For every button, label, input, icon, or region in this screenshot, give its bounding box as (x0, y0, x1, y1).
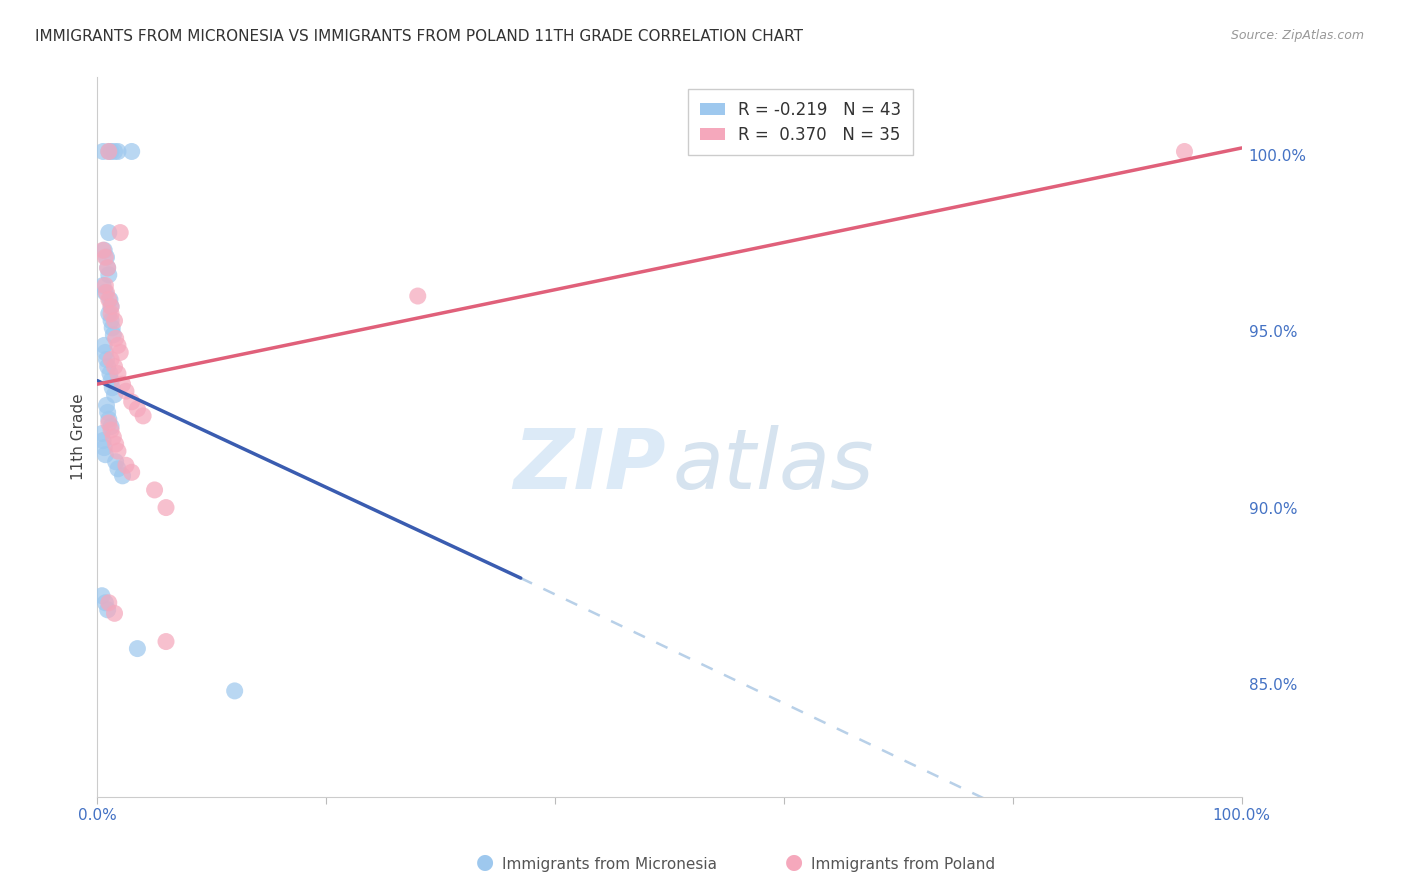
Point (97, 260, 120, 275)
Point (97, 603, 120, 617)
Point (1173, 145, 1195, 159)
Point (143, 483, 166, 497)
Text: Source: ZipAtlas.com: Source: ZipAtlas.com (1230, 29, 1364, 42)
Point (103, 327, 125, 342)
Point (103, 314, 125, 328)
Point (96, 285, 118, 300)
Point (100, 300, 122, 314)
Text: ZIP: ZIP (513, 425, 666, 507)
Point (224, 684, 246, 698)
Point (110, 345, 132, 359)
Point (103, 359, 125, 374)
Text: ●: ● (786, 853, 803, 872)
Point (111, 377, 134, 392)
Point (91, 278, 114, 293)
Point (97, 359, 120, 374)
Point (101, 320, 124, 334)
Point (104, 331, 127, 345)
Point (97, 307, 120, 321)
Point (97, 226, 120, 240)
Point (100, 300, 122, 314)
Point (132, 409, 155, 423)
Point (100, 314, 122, 328)
Point (96, 250, 118, 264)
Point (97, 260, 120, 275)
Point (104, 437, 127, 451)
Point (93, 441, 115, 455)
Point (103, 430, 125, 444)
Point (97, 145, 120, 159)
Text: ●: ● (477, 853, 494, 872)
Point (94, 596, 117, 610)
Point (100, 352, 122, 367)
Point (97, 416, 120, 430)
Point (100, 419, 122, 434)
Point (107, 444, 129, 458)
Point (107, 338, 129, 352)
Point (115, 458, 138, 473)
Point (406, 289, 429, 303)
Point (107, 145, 129, 159)
Point (93, 243, 115, 257)
Point (111, 468, 134, 483)
Point (100, 374, 122, 388)
Point (93, 338, 115, 352)
Point (103, 388, 125, 402)
Point (91, 243, 114, 257)
Point (91, 434, 114, 448)
Point (103, 145, 125, 159)
Point (127, 401, 149, 416)
Point (94, 250, 117, 264)
Point (107, 462, 129, 476)
Point (155, 634, 177, 648)
Point (94, 278, 117, 293)
Point (91, 145, 114, 159)
Text: Immigrants from Poland: Immigrants from Poland (811, 857, 995, 872)
Point (97, 293, 120, 307)
Point (90, 426, 112, 441)
Point (155, 500, 177, 515)
Point (97, 412, 120, 426)
Legend: R = -0.219   N = 43, R =  0.370   N = 35: R = -0.219 N = 43, R = 0.370 N = 35 (688, 89, 912, 155)
Point (100, 423, 122, 437)
Point (98, 367, 121, 381)
Point (121, 465, 143, 479)
Point (98, 293, 121, 307)
Point (101, 381, 124, 395)
Point (96, 352, 118, 367)
Point (115, 384, 138, 399)
Point (103, 607, 125, 621)
Point (100, 307, 122, 321)
Point (97, 596, 120, 610)
Point (121, 394, 143, 409)
Point (94, 285, 117, 300)
Text: atlas: atlas (673, 425, 875, 507)
Point (104, 455, 127, 469)
Text: IMMIGRANTS FROM MICRONESIA VS IMMIGRANTS FROM POLAND 11TH GRADE CORRELATION CHAR: IMMIGRANTS FROM MICRONESIA VS IMMIGRANTS… (35, 29, 803, 44)
Point (110, 226, 132, 240)
Y-axis label: 11th Grade: 11th Grade (72, 393, 86, 481)
Point (96, 398, 118, 412)
Point (127, 641, 149, 656)
Point (97, 145, 120, 159)
Point (107, 367, 129, 381)
Text: Immigrants from Micronesia: Immigrants from Micronesia (502, 857, 717, 872)
Point (97, 405, 120, 419)
Point (94, 345, 117, 359)
Point (121, 145, 143, 159)
Point (100, 145, 122, 159)
Point (94, 448, 117, 462)
Point (97, 268, 120, 282)
Point (90, 589, 112, 603)
